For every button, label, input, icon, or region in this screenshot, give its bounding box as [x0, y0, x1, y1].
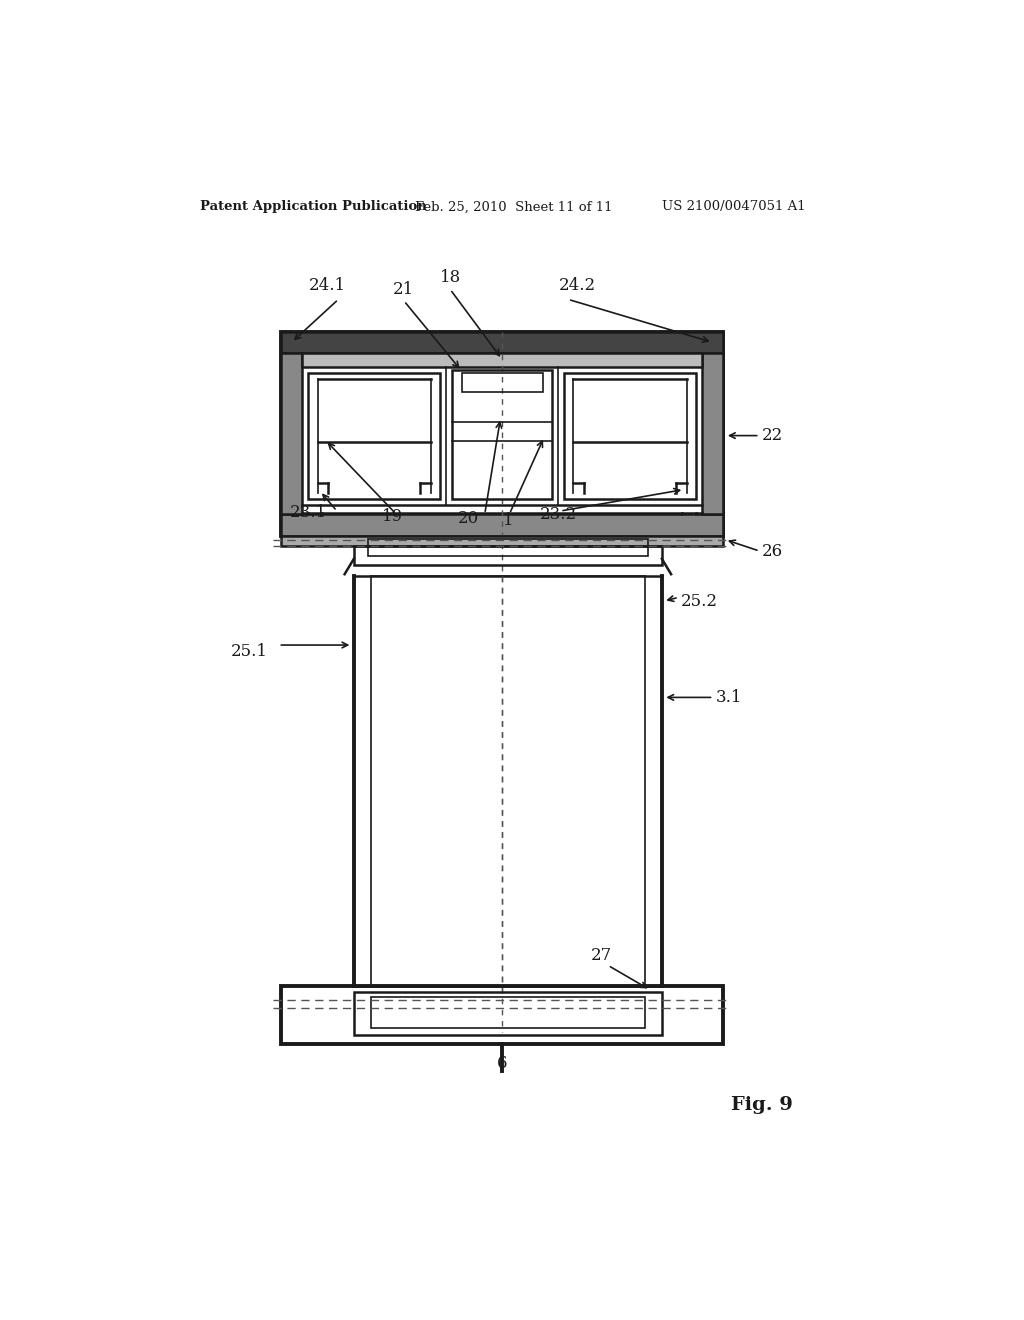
Bar [368, 539, 648, 556]
Text: 25.1: 25.1 [230, 643, 267, 660]
Bar [281, 986, 724, 1044]
Text: 6: 6 [497, 1055, 507, 1072]
Bar [701, 354, 724, 515]
Bar [371, 997, 645, 1028]
Bar [354, 993, 662, 1035]
Text: 3.1: 3.1 [716, 689, 742, 706]
Text: 25.2: 25.2 [681, 593, 718, 610]
Text: US 2100/0047051 A1: US 2100/0047051 A1 [662, 201, 806, 214]
Text: 26: 26 [762, 543, 783, 560]
Text: 22: 22 [762, 428, 783, 444]
Bar [281, 331, 724, 354]
Text: Feb. 25, 2010  Sheet 11 of 11: Feb. 25, 2010 Sheet 11 of 11 [416, 201, 613, 214]
Bar [308, 374, 440, 499]
Bar [281, 354, 302, 515]
Text: 21: 21 [393, 281, 415, 298]
Bar [281, 536, 724, 546]
Bar [453, 370, 552, 499]
Text: 19: 19 [382, 508, 402, 525]
Text: Fig. 9: Fig. 9 [731, 1097, 793, 1114]
Text: 23.2: 23.2 [540, 506, 577, 523]
Text: 24.1: 24.1 [308, 277, 345, 294]
Text: 20: 20 [458, 511, 479, 527]
Bar [564, 374, 695, 499]
Text: 1: 1 [503, 512, 513, 529]
Text: 18: 18 [439, 269, 461, 286]
Bar [302, 354, 701, 367]
Bar [281, 331, 724, 536]
Bar [281, 515, 724, 536]
Text: 23.1: 23.1 [290, 504, 327, 521]
Text: 27: 27 [591, 946, 612, 964]
Bar [462, 374, 543, 392]
Text: Patent Application Publication: Patent Application Publication [200, 201, 427, 214]
Text: 24.2: 24.2 [559, 277, 596, 294]
Bar [354, 546, 662, 565]
